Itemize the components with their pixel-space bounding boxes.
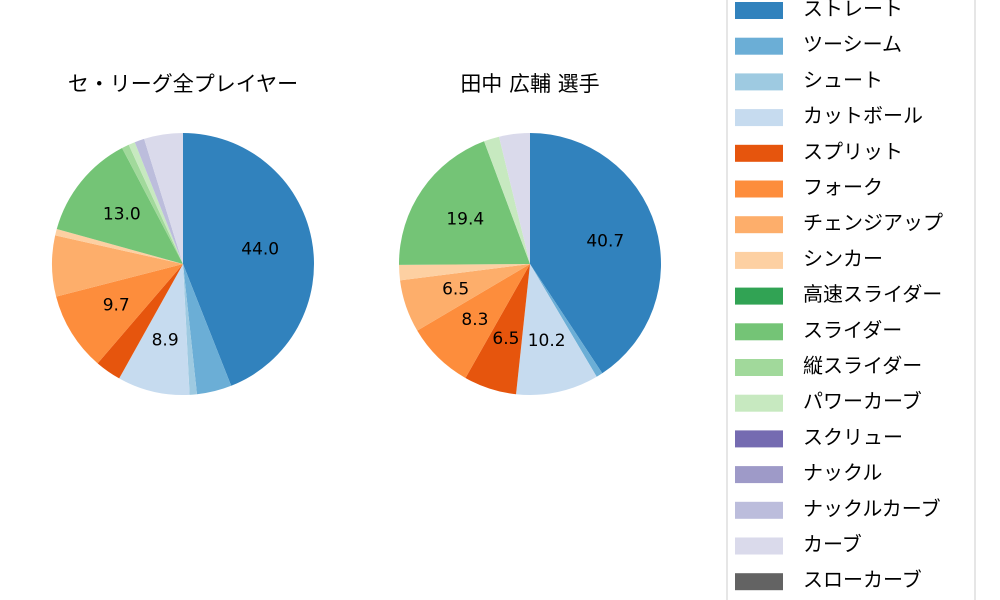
pie-slice	[183, 264, 232, 395]
pie-slice	[128, 142, 183, 264]
pie-slice	[465, 264, 530, 395]
pie-slice	[55, 229, 183, 264]
legend-swatch	[735, 144, 783, 162]
legend-label: シンカー	[803, 246, 883, 270]
legend-label: スプリット	[803, 139, 903, 163]
legend-swatch	[735, 287, 783, 305]
pie-slice	[499, 133, 530, 264]
chart-title: セ・リーグ全プレイヤー	[68, 72, 298, 96]
legend-label: 高速スライダー	[803, 282, 942, 306]
pie-slice	[530, 264, 603, 377]
data-label: 9.7	[103, 295, 130, 315]
data-label: 8.9	[152, 331, 179, 351]
pie-slice	[516, 264, 597, 395]
legend-swatch	[735, 573, 783, 591]
data-label: 10.2	[528, 331, 566, 351]
pie-slice	[97, 264, 183, 379]
data-label: 6.5	[442, 279, 469, 299]
legend-label: スクリュー	[803, 425, 903, 449]
legend-swatch	[735, 394, 783, 412]
pie-slice	[400, 264, 530, 331]
legend-swatch	[735, 430, 783, 448]
pie-slice	[144, 133, 183, 264]
data-label: 40.7	[586, 231, 624, 251]
data-label: 44.0	[241, 239, 279, 259]
pie-slice	[56, 264, 184, 364]
legend-swatch	[735, 359, 783, 376]
legend-label: 縦スライダー	[803, 354, 922, 378]
legend-frame	[726, 0, 976, 600]
legend-swatch	[735, 37, 783, 55]
legend-label: チェンジアップ	[803, 211, 943, 235]
legend-swatch	[735, 466, 783, 484]
data-label: 19.4	[446, 209, 484, 229]
legend-swatch	[735, 180, 783, 198]
legend-label: スローカーブ	[803, 568, 922, 592]
data-label: 13.0	[103, 205, 141, 225]
legend-swatch	[735, 2, 783, 19]
legend-label: ツーシーム	[803, 32, 902, 56]
legend-swatch	[735, 216, 783, 234]
pie-slice	[399, 141, 530, 265]
legend-label: フォーク	[803, 175, 883, 199]
pie-slice	[417, 264, 530, 378]
legend-label: ストレート	[803, 0, 903, 21]
legend-label: パワーカーブ	[803, 389, 922, 413]
legend-label: スライダー	[803, 318, 902, 342]
legend-label: カットボール	[803, 104, 923, 128]
legend-swatch	[735, 323, 783, 341]
legend-swatch	[735, 537, 783, 555]
legend-label: ナックル	[803, 461, 882, 485]
legend-label: シュート	[803, 68, 883, 92]
legend-swatch	[735, 109, 783, 127]
legend-swatch	[735, 251, 783, 269]
pie-slice	[122, 144, 183, 264]
pie-slice	[134, 138, 183, 264]
pie-slice	[119, 264, 190, 395]
data-label: 6.5	[492, 329, 519, 349]
legend-label: カーブ	[803, 532, 862, 556]
legend-swatch	[735, 73, 783, 91]
data-label: 8.3	[461, 310, 488, 330]
pie-slice	[183, 264, 197, 395]
pie-slice	[530, 133, 662, 374]
pie-slice	[399, 264, 530, 281]
chart-title: 田中 広輔 選手	[460, 72, 599, 96]
legend-swatch	[735, 501, 783, 519]
pie-slice	[51, 235, 183, 297]
pie-slice	[56, 148, 183, 264]
legend-label: ナックルカーブ	[803, 496, 941, 520]
pie-slice	[183, 133, 314, 386]
pie-slice	[484, 136, 530, 264]
